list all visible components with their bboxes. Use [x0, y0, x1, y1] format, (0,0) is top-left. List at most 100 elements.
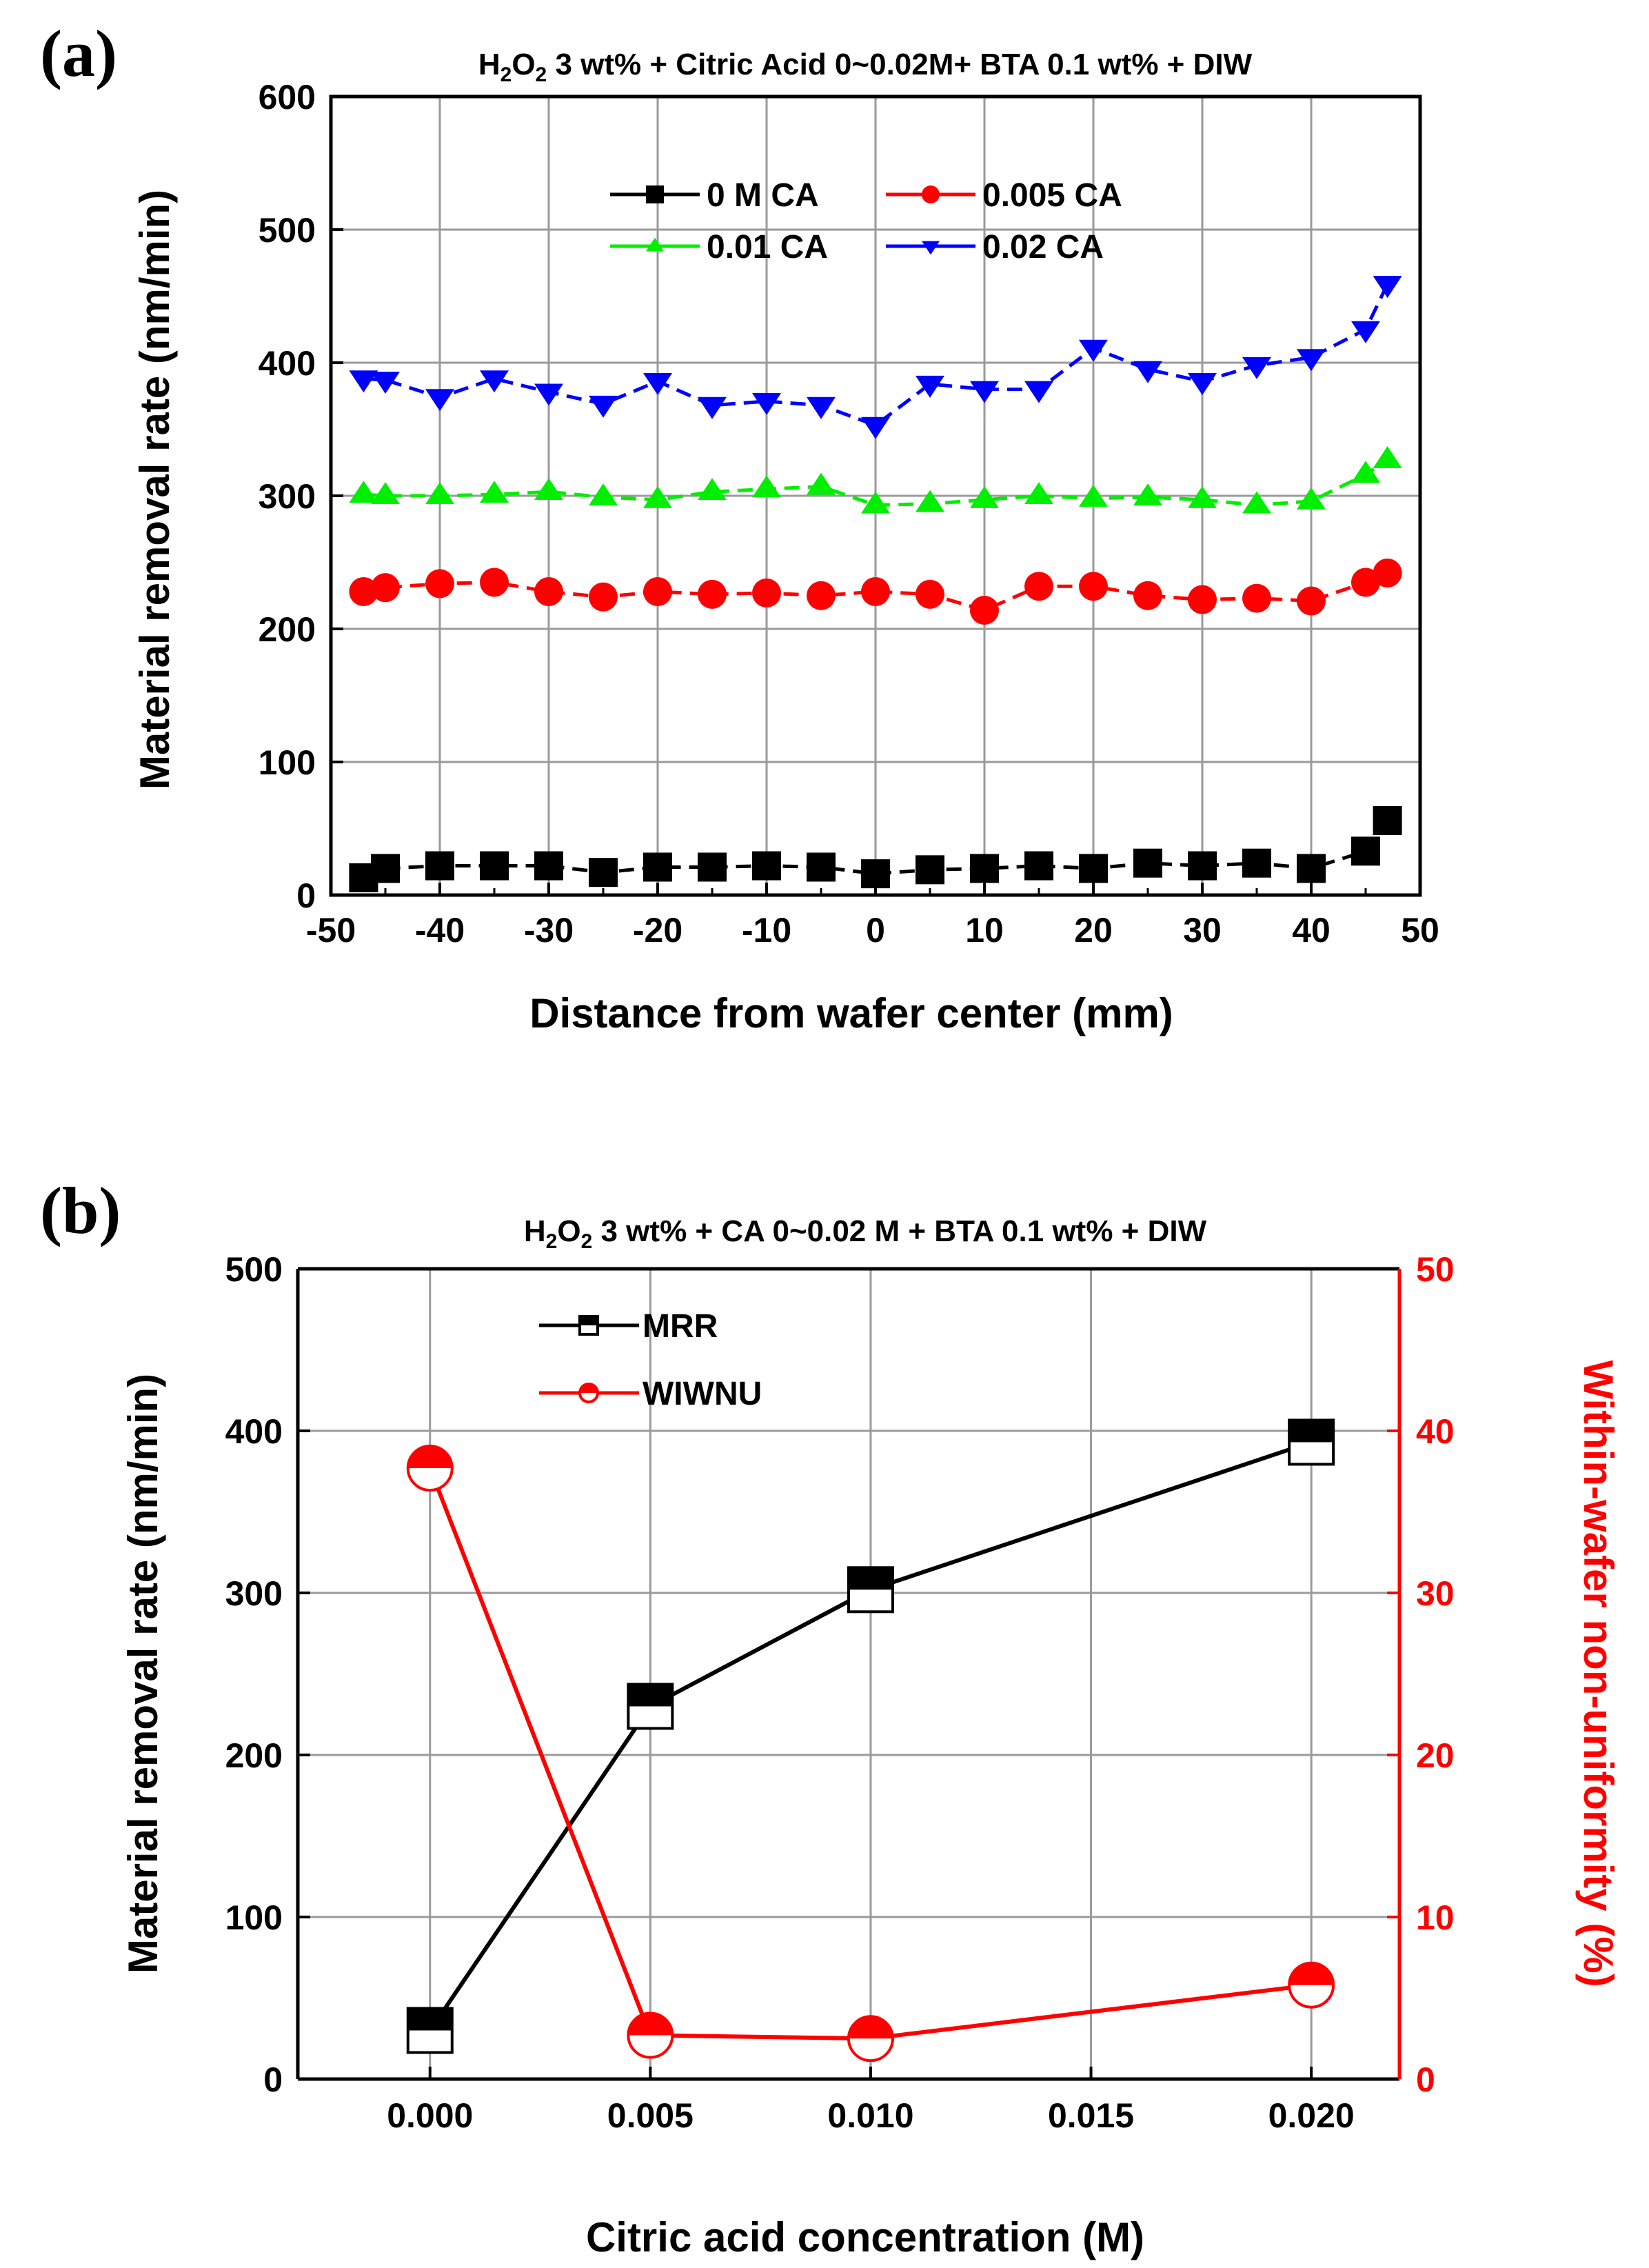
- point-0-01-ca: [1297, 487, 1326, 510]
- panel-b-ticks: 0.000 0.005 0.010 0.015 0.020010020030040050…: [225, 1250, 1455, 2135]
- point-0-01-ca: [589, 483, 618, 505]
- point-0-m-ca: [1242, 848, 1271, 878]
- point-0-02-ca: [349, 370, 378, 393]
- point-0-m-ca: [698, 852, 727, 882]
- legend-marker-0-m-ca: [646, 185, 664, 203]
- point-0-005-ca: [1079, 572, 1108, 601]
- point-0-01-ca: [371, 482, 400, 504]
- point-mrr-fill: [628, 1684, 673, 1707]
- panel-b-label: (b): [40, 1174, 121, 1247]
- legend-label-0-01-ca: 0.01 CA: [707, 229, 828, 265]
- point-0-01-ca: [1351, 461, 1380, 483]
- panel-b-y-tick-label: 400: [225, 1412, 283, 1451]
- point-0-02-ca: [1373, 276, 1402, 299]
- legend-marker-0-005-ca: [922, 185, 940, 203]
- point-0-02-ca: [1242, 357, 1271, 379]
- point-0-01-ca: [915, 490, 944, 512]
- panel-a-y-axis-label: Material removal rate (nm/min): [132, 190, 178, 790]
- panel-b-y2-tick-label: 50: [1416, 1250, 1455, 1289]
- point-wiwnu: [406, 1445, 454, 1492]
- point-mrr-fill: [848, 1567, 893, 1590]
- point-wiwnu-fill: [628, 2013, 673, 2036]
- point-0-005-ca: [807, 581, 836, 610]
- panel-a-y-tick-label: 400: [259, 344, 316, 383]
- point-wiwnu-fill: [407, 1446, 452, 1469]
- point-0-02-ca: [698, 397, 727, 419]
- point-0-005-ca: [643, 576, 672, 606]
- point-wiwnu: [1288, 1961, 1335, 2009]
- point-mrr-fill: [407, 2008, 452, 2031]
- point-0-02-ca: [643, 373, 672, 395]
- series-line-0-m-ca: [363, 819, 1389, 880]
- point-0-02-ca: [1079, 339, 1108, 362]
- panel-b-x-tick-label: 0.000: [387, 2096, 473, 2135]
- point-0-m-ca: [480, 851, 509, 881]
- point-0-005-ca: [1297, 586, 1326, 616]
- point-0-m-ca: [371, 854, 400, 883]
- legend-marker-mrr-fill: [580, 1316, 598, 1325]
- point-0-02-ca: [480, 370, 509, 393]
- panel-b-y-tick-label: 100: [225, 1898, 283, 1937]
- point-0-005-ca: [752, 578, 781, 608]
- point-0-01-ca: [1024, 482, 1053, 504]
- point-0-02-ca: [589, 395, 618, 418]
- point-0-02-ca: [861, 417, 890, 439]
- point-0-01-ca: [1242, 491, 1271, 514]
- series-line-wiwnu: [427, 1467, 1312, 2041]
- point-0-01-ca: [861, 491, 890, 514]
- panel-b-title: H2O2 3 wt% + CA 0~0.02 M + BTA 0.1 wt% +…: [524, 1214, 1207, 1253]
- point-0-01-ca: [752, 475, 781, 498]
- point-0-005-ca: [970, 595, 999, 625]
- point-0-02-ca: [1351, 321, 1380, 343]
- legend-marker-wiwnu: [578, 1383, 599, 1403]
- point-0-01-ca: [534, 478, 563, 501]
- point-0-02-ca: [425, 389, 454, 412]
- point-0-005-ca: [915, 579, 944, 609]
- panel-b-y-axis-label: Material removal rate (nm/min): [120, 1374, 166, 1974]
- panel-b-x-tick-label: 0.015: [1048, 2096, 1134, 2135]
- panel-a-markers: [349, 276, 1402, 892]
- point-0-01-ca: [698, 478, 727, 501]
- point-0-005-ca: [371, 573, 400, 603]
- point-0-m-ca: [589, 858, 618, 887]
- point-0-m-ca: [1373, 805, 1402, 835]
- panel-b-y-tick-label: 200: [225, 1736, 283, 1775]
- point-0-02-ca: [1297, 349, 1326, 372]
- panel-b-x-tick-label: 0.020: [1268, 2096, 1355, 2135]
- point-wiwnu-fill: [848, 2016, 893, 2039]
- panel-b-y-tick-label: 500: [225, 1250, 283, 1289]
- panel-a-legend: 0 M CA 0.005 CA 0.01 CA 0.02 CA: [610, 177, 1122, 265]
- point-0-005-ca: [1373, 558, 1402, 588]
- point-wiwnu: [627, 2011, 674, 2059]
- point-mrr: [1288, 1418, 1335, 1466]
- panel-a-x-tick-label: -10: [742, 911, 791, 950]
- point-0-m-ca: [1351, 836, 1380, 866]
- panel-a-x-tick-label: -20: [633, 911, 682, 950]
- point-0-01-ca: [480, 481, 509, 503]
- panel-a-y-tick-label: 0: [296, 876, 316, 915]
- point-0-m-ca: [752, 851, 781, 881]
- panel-a-y-tick-label: 600: [259, 78, 316, 117]
- panel-b-x-tick-label: 0.010: [827, 2096, 913, 2135]
- panel-a-x-tick-label: 20: [1074, 911, 1113, 950]
- panel-a-x-tick-label: -30: [524, 911, 574, 950]
- panel-b-y2-tick-label: 30: [1416, 1574, 1455, 1613]
- series-line-0-02-ca: [363, 283, 1389, 428]
- series-line-0-005-ca: [363, 571, 1388, 612]
- point-0-005-ca: [1133, 581, 1162, 610]
- point-0-01-ca: [1079, 484, 1108, 507]
- panel-b-y-tick-label: 300: [225, 1574, 283, 1613]
- point-0-m-ca: [970, 854, 999, 883]
- point-mrr: [847, 1566, 894, 1614]
- legend-label-wiwnu: WIWNU: [643, 1376, 762, 1412]
- point-0-m-ca: [1133, 848, 1162, 878]
- point-0-m-ca: [1024, 851, 1053, 881]
- point-0-005-ca: [698, 579, 727, 609]
- point-0-01-ca: [1133, 483, 1162, 505]
- point-0-005-ca: [349, 576, 378, 606]
- panel-b-y2-tick-label: 20: [1416, 1736, 1455, 1775]
- legend-marker-0-01-ca: [646, 237, 664, 252]
- panel-a-y-tick-label: 500: [259, 211, 316, 250]
- point-0-01-ca: [349, 481, 378, 503]
- panel-b-series-lines: [427, 1440, 1313, 2041]
